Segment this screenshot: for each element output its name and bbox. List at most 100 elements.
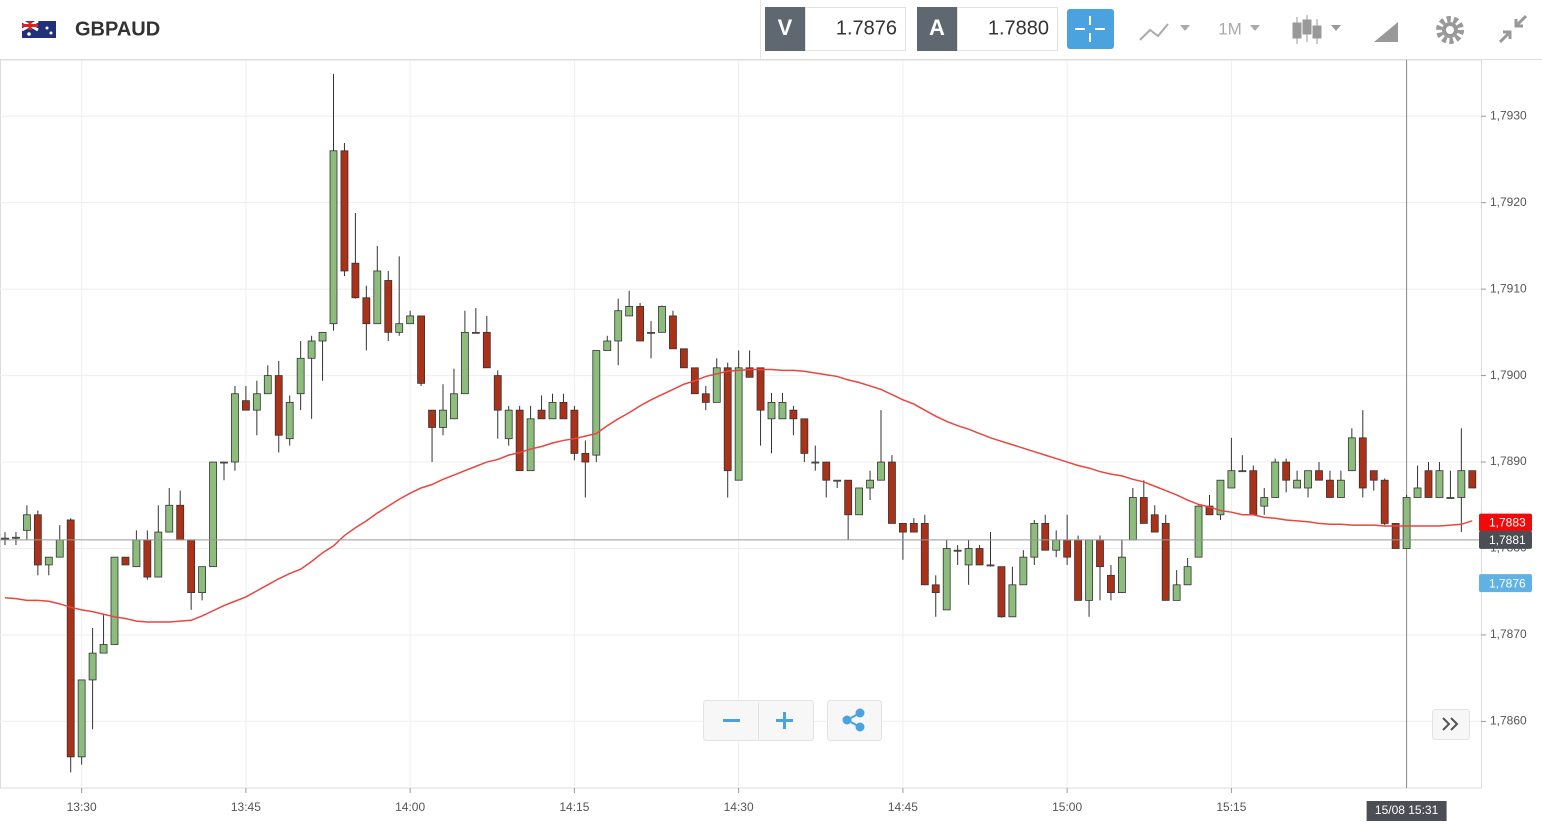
header: GBPAUD V 1.7876 A 1.7880 1M: [0, 0, 1542, 60]
candle-type-button[interactable]: [1292, 15, 1341, 44]
chart-type-button[interactable]: [1139, 23, 1190, 41]
candle-body: [1085, 539, 1093, 601]
candle-body: [888, 461, 896, 524]
candle-body: [1227, 470, 1236, 489]
candle-body: [997, 566, 1006, 618]
candle-body: [1337, 479, 1345, 498]
candle-body: [1205, 505, 1214, 516]
zoom-in-button[interactable]: [776, 712, 793, 729]
candle-body: [592, 350, 601, 456]
candle-body: [55, 539, 64, 558]
scroll-end-button[interactable]: [1442, 717, 1459, 731]
x-tick-label: 14:45: [888, 800, 918, 814]
candle-body: [285, 401, 294, 440]
candle-body: [88, 652, 97, 681]
timeframe-button[interactable]: 1M: [1218, 19, 1242, 38]
plot-area: 1,78601,78701,78801,78901,79001,79101,79…: [0, 59, 1532, 821]
price-badge-label: 1,7876: [1489, 576, 1526, 590]
candle-body: [942, 548, 951, 611]
candle-body: [198, 566, 207, 593]
candle-body: [340, 150, 349, 272]
candle-body: [625, 306, 634, 317]
x-tick-label: 13:30: [67, 800, 97, 814]
candle-body: [680, 348, 688, 369]
candle-body: [1008, 584, 1017, 618]
candle-body: [417, 315, 426, 384]
ask-label: A: [929, 15, 945, 40]
candle-body: [22, 514, 31, 531]
candle-body: [1369, 470, 1378, 481]
candle-body: [460, 331, 469, 395]
candle-body: [395, 323, 404, 333]
candle-body: [504, 409, 513, 440]
y-tick-label: 1,7870: [1490, 627, 1527, 641]
candle-body: [647, 331, 655, 334]
candle-body: [559, 401, 568, 420]
candle-body: [986, 564, 995, 567]
symbol: GBPAUD: [75, 18, 160, 40]
candle-body: [515, 409, 524, 472]
candle-body: [636, 306, 644, 342]
candle-body: [1, 537, 9, 540]
candle-body: [1391, 523, 1400, 549]
candle-body: [920, 523, 929, 586]
candle-body: [1139, 497, 1148, 524]
candle-body: [1402, 497, 1411, 549]
candle-body: [1238, 470, 1247, 473]
candle-body: [44, 556, 53, 566]
candle-body: [931, 584, 940, 593]
bid-button[interactable]: [765, 7, 805, 51]
candle-body: [909, 523, 918, 533]
candle-body: [165, 504, 174, 533]
candle-body: [1052, 539, 1061, 551]
price-badge-label: 1,7883: [1489, 516, 1526, 530]
candle-body: [1315, 470, 1323, 481]
candle-body: [658, 306, 666, 333]
candle-body: [187, 539, 196, 593]
candle-body: [745, 367, 754, 378]
crosshair-icon: [1075, 16, 1105, 42]
candle-body: [263, 375, 272, 395]
candle-body: [1282, 461, 1291, 481]
ask-button[interactable]: [917, 7, 957, 51]
share-button[interactable]: [842, 708, 865, 732]
candle-body: [66, 519, 75, 758]
candle-body: [1435, 470, 1444, 498]
collapse-button[interactable]: [1498, 14, 1528, 44]
settings-button[interactable]: [1436, 16, 1464, 44]
timeframe-caret: [1250, 25, 1260, 31]
candle-body: [1074, 539, 1082, 601]
x-tick-label: 14:00: [395, 800, 425, 814]
candle-body: [351, 262, 360, 299]
candle-body: [701, 393, 710, 403]
candle-body: [1150, 514, 1159, 533]
zoom-controls: [703, 700, 1470, 741]
candle-body: [318, 331, 327, 342]
price-badge: [1479, 574, 1532, 593]
candle-body: [1128, 497, 1137, 541]
candle-body: [110, 556, 119, 645]
x-tick-label: 15:00: [1052, 800, 1082, 814]
crosshair-button[interactable]: [1067, 9, 1114, 49]
candle-body: [1293, 479, 1301, 489]
zoom-out-button[interactable]: [723, 719, 740, 722]
candle-body: [1019, 556, 1028, 586]
plot-frame: [0, 59, 1482, 789]
x-tick-label: 13:45: [231, 800, 261, 814]
draw-button[interactable]: [1374, 19, 1398, 42]
candle-body: [953, 549, 962, 552]
bid-price: 1.7876: [836, 17, 897, 39]
candle-body: [77, 679, 86, 758]
candle-body: [143, 539, 152, 578]
candle-body: [296, 357, 305, 395]
candle-body: [855, 487, 863, 516]
candle-body: [833, 479, 842, 482]
candle-body: [1249, 470, 1258, 516]
candle-body: [1041, 523, 1050, 551]
candle-body: [548, 401, 557, 420]
crosshair-badge: [1366, 801, 1447, 821]
y-tick-label: 1,7890: [1490, 454, 1527, 468]
ask-price: 1.7880: [988, 17, 1049, 39]
moving-average: [4, 368, 1473, 623]
